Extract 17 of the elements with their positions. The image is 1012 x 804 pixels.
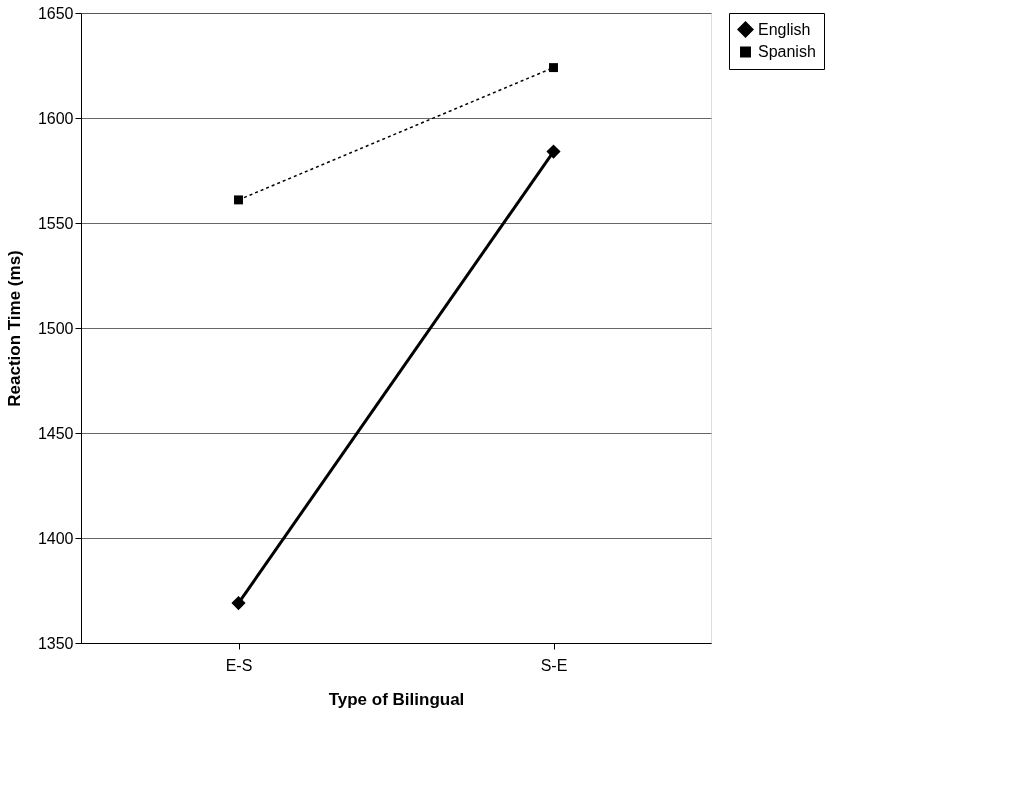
y-tick-label: 1650 (37, 4, 74, 22)
point (546, 144, 561, 159)
y-tick-label: 1400 (37, 529, 74, 547)
point (549, 63, 558, 73)
legend-label: English (758, 20, 811, 38)
legend-label: Spanish (758, 43, 816, 60)
y-tick-label: 1350 (37, 634, 74, 652)
point (231, 596, 246, 611)
x-tick-label: E-S (225, 656, 253, 674)
y-tick-label: 1500 (37, 319, 74, 337)
x-axis-title: Type of Bilingual (328, 689, 465, 709)
y-tick-label: 1550 (37, 214, 74, 232)
y-tick-label: 1600 (37, 109, 74, 127)
x-tick-label: S-E (540, 656, 568, 674)
y-axis-title: Reaction Time (ms) (4, 250, 24, 407)
point (234, 195, 243, 205)
y-tick-label: 1450 (37, 424, 74, 442)
